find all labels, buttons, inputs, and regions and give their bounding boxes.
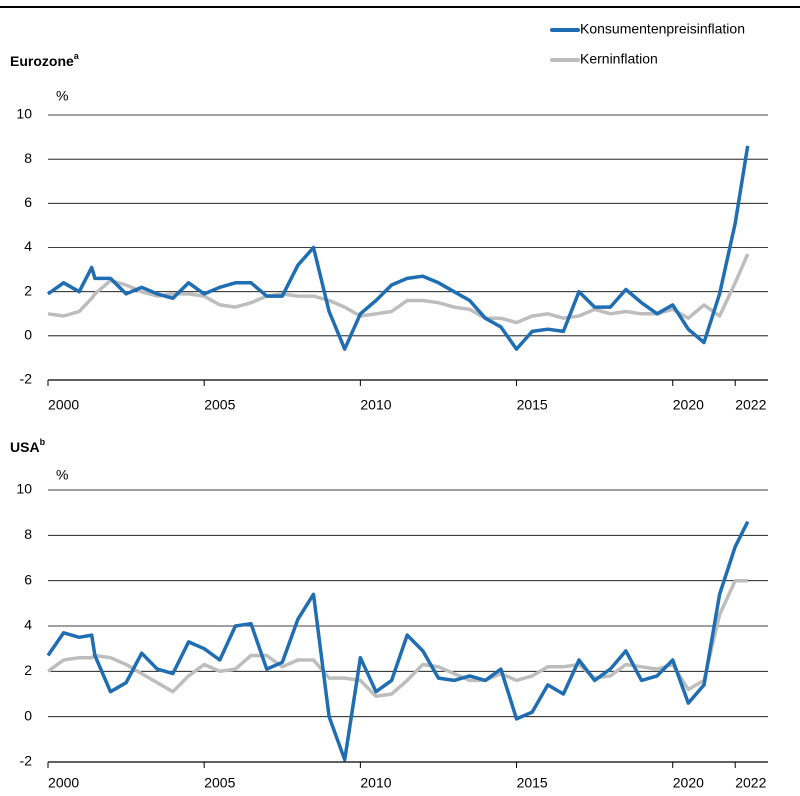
series-line xyxy=(46,578,748,699)
y-tick-label: 6 xyxy=(24,571,32,587)
x-tick-label: 2000 xyxy=(48,397,79,413)
panel-title-text: USA xyxy=(10,439,40,455)
y-tick-label: 10 xyxy=(16,481,32,497)
y-tick-label: -2 xyxy=(20,371,33,387)
panel-title: USAb xyxy=(10,437,46,454)
x-tick-label: 2005 xyxy=(204,397,235,413)
x-tick-label: 2015 xyxy=(517,775,548,791)
y-tick-label: 8 xyxy=(24,526,32,542)
series-line xyxy=(47,253,750,325)
panel-title-text: Eurozone xyxy=(10,53,74,69)
y-tick-label: 10 xyxy=(16,106,32,122)
x-tick-label: 2020 xyxy=(673,775,704,791)
y-tick-label: 0 xyxy=(24,707,32,723)
y-tick-label: -2 xyxy=(20,753,33,769)
legend-label: Kerninflation xyxy=(580,51,658,67)
series-line xyxy=(46,520,750,762)
x-tick-label: 2015 xyxy=(517,397,548,413)
x-tick-label: 2022 xyxy=(735,397,766,413)
x-tick-label: 2010 xyxy=(360,397,391,413)
y-tick-label: 4 xyxy=(24,617,32,633)
y-tick-label: 2 xyxy=(24,282,32,298)
x-tick-label: 2022 xyxy=(735,775,766,791)
y-axis-label: % xyxy=(56,467,68,483)
y-tick-label: 6 xyxy=(24,194,32,210)
x-tick-label: 2000 xyxy=(48,775,79,791)
panel-title-superscript: a xyxy=(74,51,80,61)
y-tick-label: 0 xyxy=(24,327,32,343)
legend-label: Konsumentenpreisinflation xyxy=(580,21,745,37)
series-line xyxy=(46,145,750,351)
x-tick-label: 2020 xyxy=(673,397,704,413)
y-tick-label: 8 xyxy=(24,150,32,166)
y-tick-label: 4 xyxy=(24,238,32,254)
panel-title: Eurozonea xyxy=(10,51,80,68)
x-tick-label: 2005 xyxy=(204,775,235,791)
y-tick-label: 2 xyxy=(24,662,32,678)
y-axis-label: % xyxy=(56,88,68,104)
panel-title-superscript: b xyxy=(40,437,46,447)
x-tick-label: 2010 xyxy=(360,775,391,791)
